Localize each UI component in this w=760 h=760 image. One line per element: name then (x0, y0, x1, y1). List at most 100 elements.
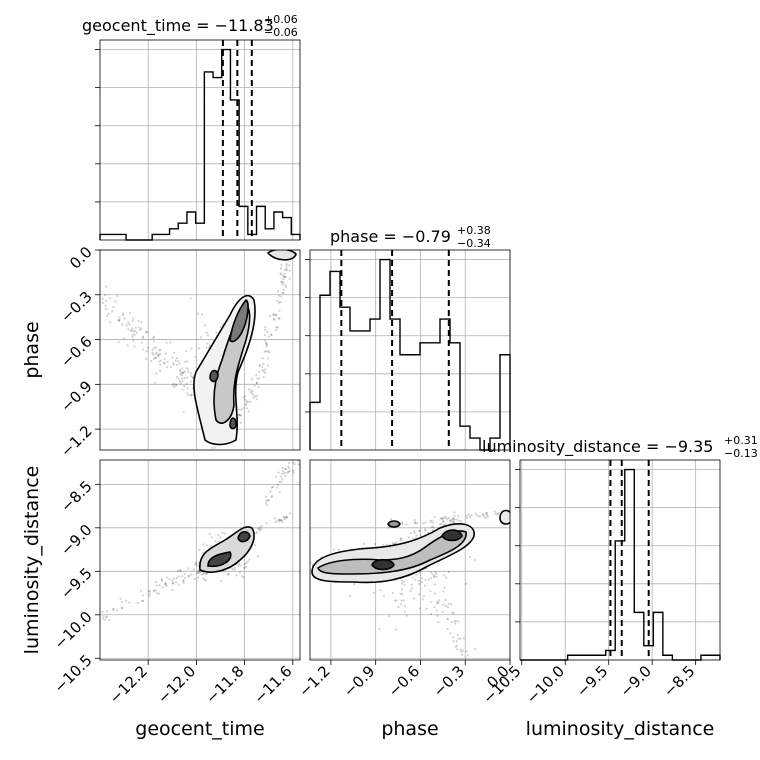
sample-point (261, 368, 264, 372)
sample-point (187, 370, 190, 374)
sample-point (439, 517, 442, 520)
sample-point (116, 294, 119, 298)
sample-point (152, 590, 155, 593)
sample-point (172, 577, 175, 580)
sample-point (155, 584, 159, 587)
panel-frame-2d (309, 459, 511, 661)
sample-point (265, 350, 268, 353)
sample-point (210, 545, 213, 548)
sample-point (409, 589, 412, 593)
sample-point (118, 318, 121, 322)
sample-point (437, 621, 440, 624)
sample-point (202, 543, 205, 546)
sample-point (159, 369, 162, 372)
sample-point (280, 280, 283, 283)
panel-frame-2d (99, 459, 301, 661)
sample-point (262, 370, 266, 373)
sample-point (109, 321, 112, 324)
sample-point (264, 340, 267, 343)
sample-point (163, 362, 166, 365)
sample-point (433, 583, 437, 586)
sample-point (155, 351, 159, 354)
sample-point (174, 359, 177, 362)
sample-point (433, 605, 436, 609)
sample-point (254, 532, 258, 535)
sample-point (221, 531, 224, 534)
sample-point (287, 470, 290, 473)
sample-point (485, 512, 488, 515)
sample-point (401, 521, 404, 524)
sample-point (424, 528, 427, 531)
sample-point (190, 573, 193, 576)
sample-point (172, 582, 175, 585)
contour-inner-group (237, 530, 251, 543)
sample-point (169, 341, 172, 344)
sample-point (467, 513, 470, 516)
sample-point (206, 334, 209, 337)
sample-point (102, 615, 105, 618)
sample-point (164, 582, 167, 585)
sample-point (270, 495, 273, 499)
sample-point (424, 529, 427, 532)
sample-point (410, 583, 413, 587)
sample-point (202, 577, 205, 580)
sample-point (142, 336, 145, 339)
sample-point (239, 421, 242, 424)
sample-point (131, 327, 134, 330)
sample-point (164, 582, 167, 585)
sample-point (130, 329, 133, 332)
sample-point (181, 367, 184, 370)
sample-point (453, 518, 456, 521)
sample-point (141, 599, 144, 603)
sample-point (453, 511, 456, 514)
sample-point (337, 548, 340, 551)
sample-point (186, 376, 189, 379)
sample-point (214, 540, 217, 543)
contour-inner (207, 551, 232, 568)
sample-point (460, 653, 463, 656)
sample-point (288, 469, 291, 473)
sample-point (145, 330, 148, 334)
sample-point (190, 372, 193, 375)
sample-point (185, 366, 188, 370)
sample-point (447, 516, 451, 520)
sample-point (233, 568, 236, 571)
sample-point (452, 517, 455, 521)
sample-point (197, 347, 201, 350)
sample-point (174, 581, 178, 584)
sample-point (237, 564, 240, 568)
sample-point (278, 309, 281, 312)
sample-point (255, 395, 259, 398)
sample-point (258, 529, 261, 532)
title-phase-plus: +0.38 (457, 224, 491, 237)
sample-point (181, 380, 184, 383)
sample-point (274, 520, 277, 524)
sample-point (435, 572, 438, 575)
sample-point (440, 517, 443, 520)
sample-point (148, 592, 151, 595)
sample-point (179, 569, 182, 572)
sample-point (182, 579, 185, 582)
sample-point (422, 522, 425, 525)
y-tick-label: −0.9 (57, 377, 95, 415)
sample-point (250, 389, 253, 392)
sample-point (470, 514, 473, 517)
sample-point (205, 579, 208, 582)
sample-point (127, 321, 130, 324)
sample-point (249, 400, 252, 403)
sample-point (474, 512, 477, 515)
sample-point (163, 358, 166, 361)
sample-point (237, 408, 241, 411)
sample-point (175, 384, 178, 387)
sample-point (155, 592, 159, 595)
sample-point (283, 272, 286, 275)
sample-point (137, 319, 140, 323)
sample-point (265, 521, 268, 525)
sample-point (208, 532, 211, 535)
sample-point (251, 393, 255, 396)
sample-point (269, 490, 272, 493)
sample-point (187, 394, 190, 397)
sample-point (265, 342, 268, 345)
sample-point (251, 377, 254, 381)
sample-point (412, 597, 416, 600)
